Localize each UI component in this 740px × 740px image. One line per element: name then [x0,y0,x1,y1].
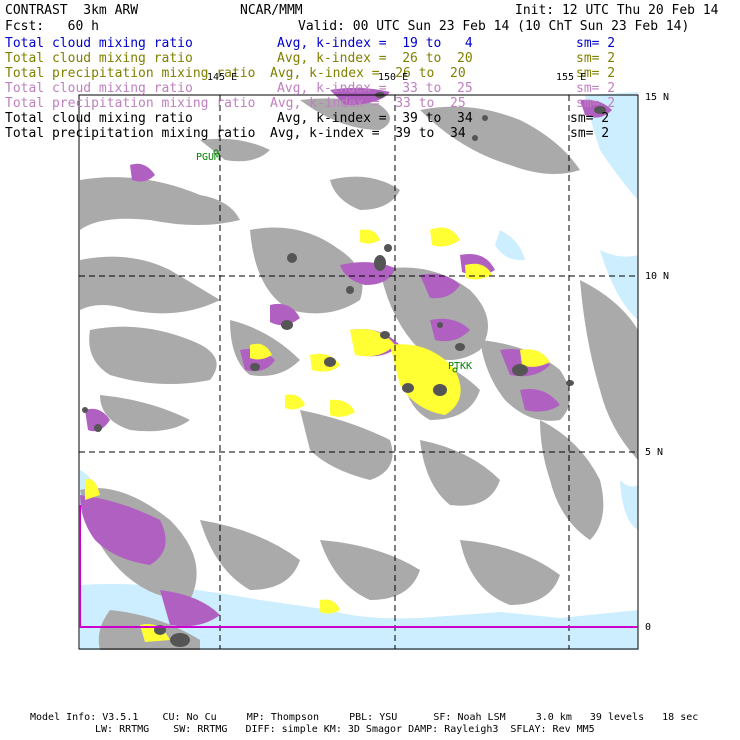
field-avg: Avg, k-index = 33 to 25 [277,81,473,96]
forecast-hour: Fcst: 60 h [5,19,99,34]
station-label-ptkk: PTKK [448,361,473,372]
station-marker-ptkk [452,367,458,373]
lon-label-155e: 155 E [556,72,587,83]
cloud-cores-dark [82,92,606,647]
field-avg: Avg, k-index = 26 to 20 [277,51,473,66]
model-title: CONTRAST 3km ARW [5,3,139,18]
lat-label-15n: 15 N [645,92,670,103]
lat-lon-grid [79,95,638,649]
field-name: Total precipitation mixing ratio [5,126,256,141]
station-marker-pgum [213,149,219,155]
lat-label-0: 0 [645,622,652,633]
field-sm: sm= 2 [570,126,610,141]
field-sm: sm= 2 [576,36,616,51]
lat-label-5n: 5 N [645,447,664,458]
lon-label-150e: 150 E [378,72,409,83]
field-name: Total cloud mixing ratio [5,36,193,51]
model-info-line2: LW: RRTMG SW: RRTMG DIFF: simple KM: 3D … [95,724,595,735]
field-avg: Avg, k-index = 39 to 34 [270,126,466,141]
valid-time: Valid: 00 UTC Sun 23 Feb 14 (10 ChT Sun … [298,19,690,34]
field-name: Total precipitation mixing ratio [5,66,256,81]
field-sm: sm= 2 [576,51,616,66]
field-name: Total cloud mixing ratio [5,111,193,126]
init-time: Init: 12 UTC Thu 20 Feb 14 [515,3,719,18]
org-label: NCAR/MMM [240,3,303,18]
lat-label-10n: 10 N [645,271,670,282]
field-avg: Avg, k-index = 33 to 25 [270,96,466,111]
field-sm: sm= 2 [576,66,616,81]
station-label-pgum: PGUM [196,152,221,163]
field-sm: sm= 2 [576,81,616,96]
cloud-layer-gray [80,98,638,650]
field-name: Total cloud mixing ratio [5,81,193,96]
field-sm: sm= 2 [570,111,610,126]
model-info-line1: Model Info: V3.5.1 CU: No Cu MP: Thompso… [30,712,699,723]
field-sm: sm= 2 [576,96,616,111]
field-avg: Avg, k-index = 39 to 34 [277,111,473,126]
map-frame [78,94,639,650]
lon-label-145e: 145 E [207,72,238,83]
field-name: Total precipitation mixing ratio [5,96,256,111]
field-avg: Avg, k-index = 26 to 20 [270,66,466,81]
field-avg: Avg, k-index = 19 to 4 [277,36,473,51]
field-name: Total cloud mixing ratio [5,51,193,66]
